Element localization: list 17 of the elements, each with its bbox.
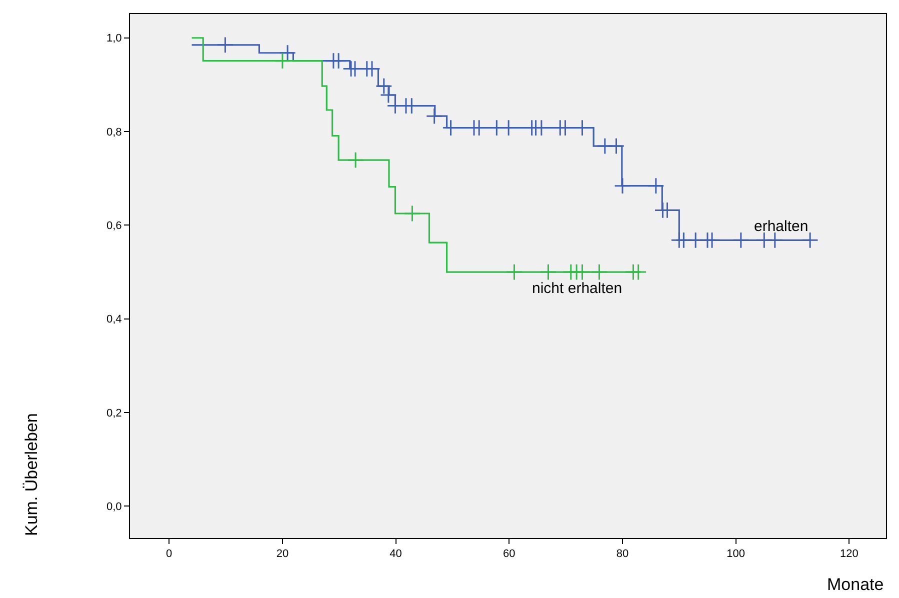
- series-label: erhalten: [754, 218, 808, 235]
- x-tick-label: 0: [166, 548, 172, 560]
- y-axis-title: Kum. Überleben: [22, 413, 41, 536]
- x-tick-label: 120: [840, 548, 858, 560]
- y-tick-label: 0,2: [106, 407, 122, 420]
- series-label: nicht erhalten: [532, 280, 622, 297]
- x-axis-title: Monate: [827, 575, 884, 594]
- x-tick-label: 80: [616, 548, 629, 560]
- x-tick-label: 40: [390, 548, 402, 560]
- y-tick-label: 0,4: [106, 314, 122, 326]
- x-tick-label: 60: [503, 548, 516, 560]
- x-tick-label: 20: [276, 548, 289, 560]
- y-tick-label: 1,0: [106, 32, 122, 45]
- y-tick-label: 0,0: [106, 501, 122, 514]
- y-tick-label: 0,8: [106, 126, 122, 138]
- y-tick-label: 0,6: [106, 220, 122, 232]
- x-tick-label: 100: [726, 548, 745, 560]
